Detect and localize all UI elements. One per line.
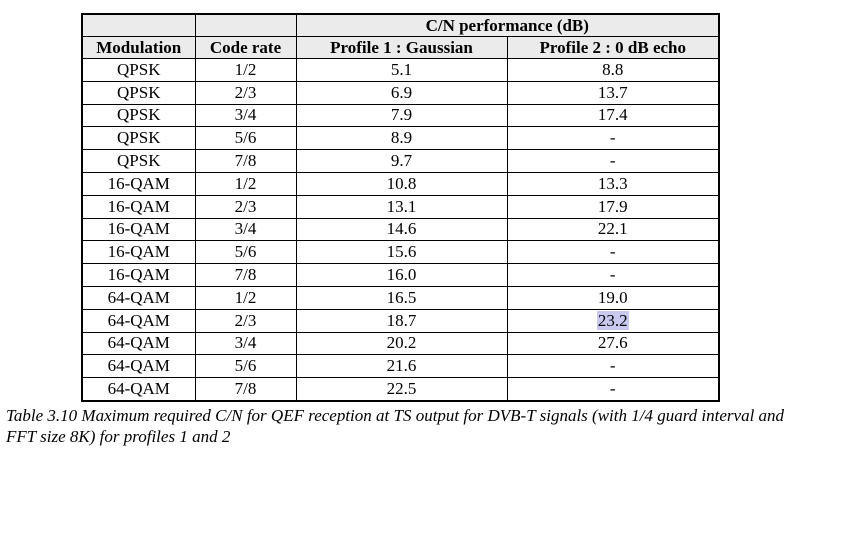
profile-2-cell: -: [506, 149, 720, 173]
cn-performance-table: C/N performance (dB) Modulation Code rat…: [81, 13, 721, 402]
profile-1-cell: 10.8: [295, 171, 508, 196]
code-rate-cell: 3/4: [194, 103, 297, 128]
table-caption: Table 3.10 Maximum required C/N for QEF …: [6, 406, 785, 446]
profile-1-cell: 13.1: [295, 194, 508, 219]
profile-1-cell: 20.2: [295, 331, 508, 356]
table-body: QPSK 1/2 5.1 8.8 QPSK 2/3 6.9 13.7 QPSK 3/4 7.9 17.…: [81, 58, 720, 402]
modulation-cell: QPSK: [81, 80, 196, 105]
profile-1-cell: 5.1: [295, 58, 508, 82]
profile-1-cell: 7.9: [295, 103, 508, 128]
profile-2-cell: -: [506, 126, 720, 151]
table-row: QPSK 3/4 7.9 17.4: [81, 103, 720, 128]
header-row-columns: Modulation Code rate Profile 1 : Gaussia…: [81, 36, 720, 59]
profile-2-cell: 22.1: [506, 217, 720, 242]
profile-1-cell: 14.6: [295, 217, 508, 242]
modulation-cell: 64-QAM: [81, 308, 196, 333]
profile-2-cell: -: [506, 377, 720, 402]
profile-1-cell: 22.5: [295, 377, 508, 402]
modulation-cell: QPSK: [81, 58, 196, 82]
code-rate-cell: 7/8: [194, 263, 297, 287]
modulation-cell: 16-QAM: [81, 263, 196, 287]
profile-1-cell: 18.7: [295, 308, 508, 333]
profile-1-cell: 9.7: [295, 149, 508, 173]
table-row: QPSK 1/2 5.1 8.8: [81, 58, 720, 82]
highlighted-value: 23.2: [596, 310, 629, 330]
profile-2-cell: 23.2: [506, 308, 720, 333]
table-row: 64-QAM 1/2 16.5 19.0: [81, 285, 720, 310]
profile-2-cell: 19.0: [506, 285, 720, 310]
modulation-cell: 16-QAM: [81, 217, 196, 242]
profile-1-cell: 6.9: [295, 80, 508, 105]
column-header-profile-1: Profile 1 : Gaussian: [295, 36, 508, 59]
table-row: 16-QAM 2/3 13.1 17.9: [81, 194, 720, 219]
code-rate-cell: 1/2: [194, 58, 297, 82]
column-header-code-rate: Code rate: [194, 36, 297, 59]
modulation-cell: 64-QAM: [81, 377, 196, 402]
table-row: 16-QAM 7/8 16.0-: [81, 263, 720, 287]
code-rate-cell: 2/3: [194, 194, 297, 219]
modulation-cell: 64-QAM: [81, 285, 196, 310]
group-header-cn-performance: C/N performance (dB): [295, 13, 720, 37]
profile-1-cell: 15.6: [295, 240, 508, 265]
table-row: QPSK 5/6 8.9-: [81, 126, 720, 151]
header-empty-cell: [81, 13, 196, 37]
profile-2-cell: 13.3: [506, 171, 720, 196]
table-row: 16-QAM 3/4 14.6 22.1: [81, 217, 720, 242]
code-rate-cell: 5/6: [194, 240, 297, 265]
profile-2-cell: -: [506, 240, 720, 265]
profile-1-cell: 16.5: [295, 285, 508, 310]
table-row: 64-QAM 3/4 20.2 27.6: [81, 331, 720, 356]
code-rate-cell: 3/4: [194, 331, 297, 356]
code-rate-cell: 3/4: [194, 217, 297, 242]
profile-2-cell: 17.4: [506, 103, 720, 128]
modulation-cell: 16-QAM: [81, 171, 196, 196]
table-row: 64-QAM 5/6 21.6-: [81, 354, 720, 379]
modulation-cell: QPSK: [81, 149, 196, 173]
header-empty-cell: [194, 13, 297, 37]
column-header-profile-2: Profile 2 : 0 dB echo: [506, 36, 720, 59]
table-row: 16-QAM 5/6 15.6-: [81, 240, 720, 265]
profile-2-cell: 8.8: [506, 58, 720, 82]
modulation-cell: 16-QAM: [81, 194, 196, 219]
table-row: 16-QAM 1/2 10.8 13.3: [81, 171, 720, 196]
table-row: QPSK 7/8 9.7-: [81, 149, 720, 173]
profile-1-cell: 8.9: [295, 126, 508, 151]
column-header-modulation: Modulation: [81, 36, 196, 59]
code-rate-cell: 1/2: [194, 285, 297, 310]
table-row: 64-QAM 7/8 22.5-: [81, 377, 720, 402]
profile-2-cell: -: [506, 354, 720, 379]
modulation-cell: QPSK: [81, 103, 196, 128]
modulation-cell: 64-QAM: [81, 354, 196, 379]
profile-2-cell: 27.6: [506, 331, 720, 356]
modulation-cell: QPSK: [81, 126, 196, 151]
header-row-group: C/N performance (dB): [81, 13, 720, 37]
code-rate-cell: 7/8: [194, 149, 297, 173]
profile-1-cell: 16.0: [295, 263, 508, 287]
code-rate-cell: 2/3: [194, 308, 297, 333]
code-rate-cell: 2/3: [194, 80, 297, 105]
modulation-cell: 64-QAM: [81, 331, 196, 356]
table-row: 64-QAM 2/3 18.7 23.2: [81, 308, 720, 333]
profile-1-cell: 21.6: [295, 354, 508, 379]
table-row: QPSK 2/3 6.9 13.7: [81, 80, 720, 105]
table-header: C/N performance (dB) Modulation Code rat…: [81, 13, 720, 59]
code-rate-cell: 7/8: [194, 377, 297, 402]
code-rate-cell: 1/2: [194, 171, 297, 196]
code-rate-cell: 5/6: [194, 126, 297, 151]
profile-2-cell: 13.7: [506, 80, 720, 105]
code-rate-cell: 5/6: [194, 354, 297, 379]
modulation-cell: 16-QAM: [81, 240, 196, 265]
profile-2-cell: 17.9: [506, 194, 720, 219]
profile-2-cell: -: [506, 263, 720, 287]
